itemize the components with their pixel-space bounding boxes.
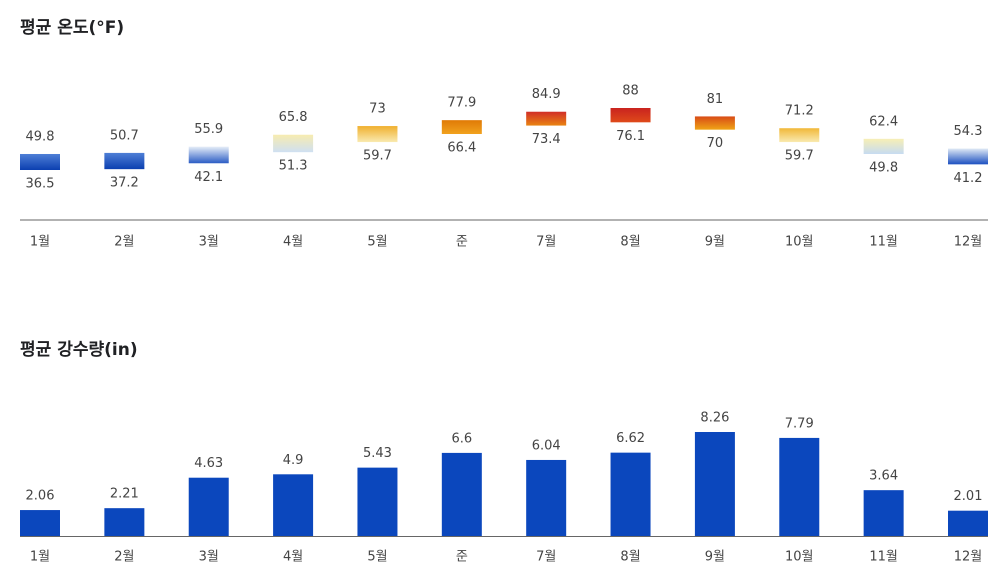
value-label: 2.21 bbox=[110, 487, 139, 502]
value-label: 6.62 bbox=[616, 431, 645, 446]
x-tick-label: 4월 bbox=[283, 550, 303, 565]
low-label: 41.2 bbox=[954, 171, 983, 186]
bar bbox=[357, 467, 398, 536]
value-label: 7.79 bbox=[785, 416, 814, 431]
temp-range-bar bbox=[948, 148, 988, 165]
temp-range-bar bbox=[357, 126, 398, 143]
temp-range-bar bbox=[526, 111, 567, 126]
low-label: 37.2 bbox=[110, 176, 139, 191]
x-tick-label: 2월 bbox=[114, 550, 134, 565]
high-label: 81 bbox=[707, 92, 724, 107]
bar bbox=[273, 474, 314, 536]
low-label: 42.1 bbox=[194, 170, 223, 185]
bar bbox=[610, 452, 651, 536]
temp-range-bar bbox=[779, 128, 820, 143]
x-tick-label: 1월 bbox=[30, 550, 50, 565]
bar bbox=[863, 490, 904, 536]
high-label: 54.3 bbox=[954, 124, 983, 139]
bar bbox=[20, 510, 60, 536]
value-label: 4.63 bbox=[194, 456, 223, 471]
x-tick-label: 8월 bbox=[620, 235, 640, 250]
value-label: 6.04 bbox=[532, 438, 561, 453]
bar bbox=[104, 508, 145, 536]
high-label: 55.9 bbox=[194, 122, 223, 137]
x-tick-label: 9월 bbox=[705, 550, 725, 565]
high-label: 62.4 bbox=[869, 114, 898, 129]
low-label: 36.5 bbox=[26, 177, 55, 192]
high-label: 65.8 bbox=[279, 110, 308, 125]
chart-title: 평균 온도(°F) bbox=[20, 18, 124, 38]
low-label: 49.8 bbox=[869, 160, 898, 175]
x-tick-label: 3월 bbox=[199, 550, 219, 565]
temp-range-bar bbox=[863, 138, 904, 154]
x-tick-label: 3월 bbox=[199, 235, 219, 250]
x-tick-label: 4월 bbox=[283, 235, 303, 250]
x-tick-label: 2월 bbox=[114, 235, 134, 250]
chart-title: 평균 강수량(in) bbox=[20, 340, 138, 360]
x-tick-label: 5월 bbox=[367, 550, 387, 565]
bar bbox=[948, 510, 988, 536]
high-label: 71.2 bbox=[785, 104, 814, 119]
low-label: 76.1 bbox=[616, 129, 645, 144]
bar bbox=[188, 477, 229, 536]
high-label: 49.8 bbox=[26, 129, 55, 144]
high-label: 73 bbox=[369, 102, 386, 117]
bar bbox=[694, 432, 735, 536]
value-label: 2.01 bbox=[954, 489, 983, 504]
value-label: 4.9 bbox=[283, 453, 304, 468]
high-label: 50.7 bbox=[110, 128, 139, 143]
low-label: 73.4 bbox=[532, 132, 561, 147]
x-tick-label: 9월 bbox=[705, 235, 725, 250]
x-tick-label: 준 bbox=[456, 235, 468, 250]
x-tick-label: 10월 bbox=[785, 235, 814, 250]
x-tick-label: 1월 bbox=[30, 235, 50, 250]
x-tick-label: 8월 bbox=[620, 550, 640, 565]
x-tick-label: 11월 bbox=[869, 235, 898, 250]
temp-range-bar bbox=[610, 108, 651, 123]
low-label: 66.4 bbox=[447, 141, 476, 156]
x-tick-label: 12월 bbox=[954, 235, 983, 250]
bar bbox=[441, 452, 482, 536]
x-tick-label: 7월 bbox=[536, 235, 556, 250]
temp-range-bar bbox=[441, 120, 482, 135]
low-label: 70 bbox=[707, 136, 724, 151]
high-label: 84.9 bbox=[532, 87, 561, 102]
value-label: 6.6 bbox=[451, 431, 472, 446]
value-label: 2.06 bbox=[26, 489, 55, 504]
temp-range-bar bbox=[20, 153, 60, 170]
x-tick-label: 12월 bbox=[954, 550, 983, 565]
temp-range-bar bbox=[104, 152, 145, 170]
x-tick-label: 5월 bbox=[367, 235, 387, 250]
x-tick-label: 준 bbox=[456, 550, 468, 565]
value-label: 3.64 bbox=[869, 469, 898, 484]
low-label: 51.3 bbox=[279, 159, 308, 174]
x-tick-label: 7월 bbox=[536, 550, 556, 565]
high-label: 88 bbox=[622, 84, 639, 99]
value-label: 8.26 bbox=[700, 411, 729, 426]
low-label: 59.7 bbox=[363, 149, 392, 164]
temp-range-bar bbox=[188, 146, 229, 164]
bar bbox=[779, 437, 820, 536]
temp-range-bar bbox=[273, 134, 314, 153]
x-tick-label: 10월 bbox=[785, 550, 814, 565]
value-label: 5.43 bbox=[363, 446, 392, 461]
temp-range-bar bbox=[694, 116, 735, 130]
low-label: 59.7 bbox=[785, 149, 814, 164]
bar bbox=[526, 459, 567, 536]
high-label: 77.9 bbox=[447, 96, 476, 111]
x-tick-label: 11월 bbox=[869, 550, 898, 565]
